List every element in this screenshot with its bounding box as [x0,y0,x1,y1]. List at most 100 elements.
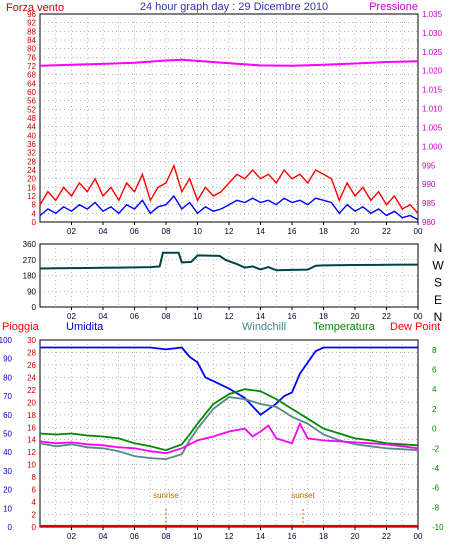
x-tick-label: 02 [67,312,76,321]
temperature-axis-tick: -2 [432,444,440,453]
rain-axis-tick: 30 [27,336,36,345]
humidity-axis-tick: 0 [8,523,13,532]
wind-axis-tick: 28 [27,157,36,166]
wind-axis-tick: 8 [32,201,37,210]
wind-axis-tick: 72 [27,62,36,71]
x-tick-label: 04 [99,227,108,236]
wind-axis-tick: 60 [27,88,36,97]
series-line-umidita [40,346,418,416]
pressure-axis-tick: 1.025 [422,48,443,57]
x-tick-label: 22 [382,227,391,236]
rain-axis-tick: 22 [27,386,36,395]
x-tick-label: 08 [162,312,171,321]
compass-label: N [434,310,443,324]
temperature-axis-tick: -8 [432,503,440,512]
pressure-axis-tick: 1.005 [422,123,443,132]
x-tick-label: 14 [256,312,265,321]
pressure-axis-tick: 1.030 [422,29,443,38]
temperature-axis-tick: 4 [432,385,437,394]
wind-axis-tick: 4 [32,209,37,218]
wind-axis-tick: 16 [27,183,36,192]
compass-label: N [434,241,443,255]
pressure-axis-tick: 1.020 [422,67,443,76]
dewpoint-label: Dew Point [390,321,440,333]
wind-axis-tick: 68 [27,71,36,80]
wind-axis-tick: 44 [27,123,36,132]
x-tick-label: 00 [414,312,423,321]
wind-axis-tick: 92 [27,19,36,28]
x-tick-label: 04 [99,312,108,321]
x-tick-label: 00 [414,227,423,236]
wind-axis-tick: 24 [27,166,36,175]
humidity-axis-tick: 70 [3,392,12,401]
series-line-windchill [39,396,419,461]
x-tick-label: 06 [130,532,139,541]
wind-pressure-panel: 0481216202428323640444852566064687276808… [27,10,442,236]
pressure-axis-tick: 980 [422,218,436,227]
compass-label: E [434,293,442,307]
series-line-dew-point [39,421,419,455]
wind-axis-tick: 32 [27,149,36,158]
series-line-pressione [39,58,419,67]
x-tick-label: 12 [225,227,234,236]
x-tick-label: 16 [288,532,297,541]
humidity-axis-tick: 90 [3,355,12,364]
x-tick-label: 20 [351,532,360,541]
series-line-raffica [39,163,419,214]
wind-axis-tick: 56 [27,97,36,106]
humidity-label: Umidita [66,321,104,333]
rain-axis-tick: 8 [32,473,37,482]
plot-frame [39,339,419,528]
wind-axis-tick: 64 [27,79,36,88]
humidity-axis-tick: 60 [3,411,12,420]
windchill-label: Windchill [242,321,286,333]
humidity-axis-tick: 100 [0,336,13,345]
rain-axis-tick: 12 [27,448,36,457]
series-line-wind-direction [39,251,419,272]
pressure-axis-tick: 1.000 [422,142,443,151]
wind-axis-label: Forza vento [6,2,64,14]
rain-axis-tick: 18 [27,411,36,420]
rain-axis-tick: 2 [32,511,37,520]
series-line-vento-medio [39,194,419,221]
humidity-axis-tick: 50 [3,430,12,439]
x-tick-label: 10 [193,227,202,236]
wind-axis-tick: 36 [27,140,36,149]
humidity-axis-tick: 40 [3,448,12,457]
wind-axis-tick: 88 [27,27,36,36]
wind-axis-tick: 0 [32,218,37,227]
x-tick-label: 20 [351,227,360,236]
x-tick-label: 18 [319,227,328,236]
x-tick-label: 04 [99,532,108,541]
temperature-axis-tick: 0 [432,425,437,434]
x-tick-label: 12 [225,532,234,541]
wind-axis-tick: 40 [27,131,36,140]
direction-axis-tick: 0 [32,303,37,312]
pressure-axis-tick: 990 [422,180,436,189]
wind-axis-tick: 52 [27,105,36,114]
x-tick-label: 14 [256,227,265,236]
compass-label: S [434,276,442,290]
humidity-axis-tick: 10 [3,504,12,513]
temperature-label: Temperatura [313,321,376,333]
chart-title: 24 hour graph day : 29 Dicembre 2010 [140,1,328,13]
wind-axis-tick: 48 [27,114,36,123]
x-tick-label: 14 [256,532,265,541]
wind-axis-tick: 84 [27,36,36,45]
x-tick-label: 18 [319,532,328,541]
x-tick-label: 02 [67,227,76,236]
series-line-temperatura [39,388,419,452]
pressure-axis-tick: 1.015 [422,86,443,95]
x-tick-label: 06 [130,312,139,321]
x-tick-label: 22 [382,312,391,321]
rain-axis-tick: 20 [27,398,36,407]
wind-axis-tick: 76 [27,53,36,62]
x-tick-label: 22 [382,532,391,541]
x-tick-label: 12 [225,312,234,321]
x-tick-label: 10 [193,532,202,541]
pressure-axis-label: Pressione [369,1,418,13]
pressure-axis-tick: 1.010 [422,105,443,114]
humidity-axis-tick: 30 [3,467,12,476]
